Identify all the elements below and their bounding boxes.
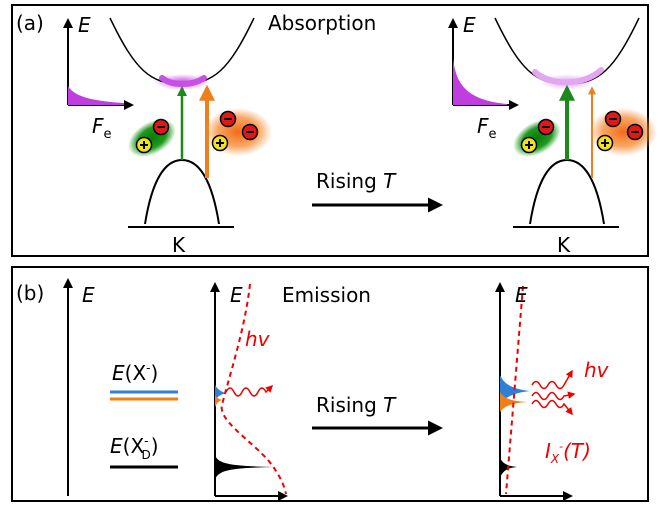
intensity-argument: (T) bbox=[563, 439, 591, 463]
spectrum-high-t bbox=[532, 393, 574, 400]
axis-label: Fe bbox=[477, 114, 497, 142]
distribution-subscript: e bbox=[104, 127, 112, 142]
arrow-label: Rising T bbox=[316, 393, 397, 417]
spectrum-low-t bbox=[215, 395, 222, 407]
level-energy: E bbox=[110, 434, 123, 458]
axis-label: E bbox=[463, 13, 476, 37]
spectrum-high-t bbox=[532, 401, 572, 415]
axis-label: Fe bbox=[92, 114, 112, 142]
panel-title: Emission bbox=[282, 283, 371, 307]
intensity-subscript: X bbox=[550, 452, 560, 466]
figure: (a) Absorption Rising T E Fe K E Fe K (b) Emi… bbox=[0, 0, 660, 508]
distribution-subscript: e bbox=[489, 127, 497, 142]
axis-label: E bbox=[230, 283, 243, 307]
level-subscript: D bbox=[142, 448, 151, 462]
level-close: ) bbox=[151, 434, 159, 458]
level-label: E(X-D) bbox=[110, 434, 159, 462]
panel-title: Absorption bbox=[268, 11, 376, 35]
distribution-fill bbox=[68, 86, 124, 105]
arrow-label: Rising T bbox=[316, 169, 397, 193]
photon-label: hv bbox=[584, 358, 610, 382]
distribution-symbol: F bbox=[477, 114, 489, 138]
axis-label: E bbox=[78, 13, 91, 37]
panel-label: (a) bbox=[16, 11, 44, 35]
exciton-cloud bbox=[506, 111, 567, 165]
distribution-fill bbox=[453, 58, 507, 105]
band-diagram: E Fe K E Fe K bbox=[68, 13, 657, 257]
spectrum-high-t bbox=[532, 371, 572, 389]
level-energy: E bbox=[112, 361, 125, 385]
level-label: E(X-) bbox=[112, 361, 158, 385]
spectrum-low-t bbox=[215, 284, 286, 496]
spectrum-high-t bbox=[500, 284, 574, 496]
spectrum-low-t bbox=[215, 455, 275, 480]
spectrum-low-t bbox=[226, 386, 272, 396]
axis-label: E bbox=[82, 283, 95, 307]
photon-label: hv bbox=[245, 327, 271, 351]
exciton-cloud bbox=[121, 111, 182, 165]
arrow-variable: T bbox=[383, 169, 397, 193]
level-species: (X bbox=[125, 361, 147, 385]
arrow-word: Rising bbox=[316, 169, 377, 193]
valley-label: K bbox=[557, 233, 571, 257]
axis-label: E bbox=[515, 283, 528, 307]
level-diagram bbox=[68, 280, 178, 496]
distribution-symbol: F bbox=[92, 114, 104, 138]
level-charge: - bbox=[144, 434, 148, 448]
band-diagram: E Fe K bbox=[68, 13, 272, 257]
intensity-label: IX-(T) bbox=[545, 439, 591, 466]
level-close: ) bbox=[151, 361, 159, 385]
arrow-variable: T bbox=[383, 393, 397, 417]
valley-label: K bbox=[172, 233, 186, 257]
band-diagram: E Fe K bbox=[453, 13, 657, 257]
panel-label: (b) bbox=[16, 281, 44, 305]
arrow-word: Rising bbox=[316, 393, 377, 417]
